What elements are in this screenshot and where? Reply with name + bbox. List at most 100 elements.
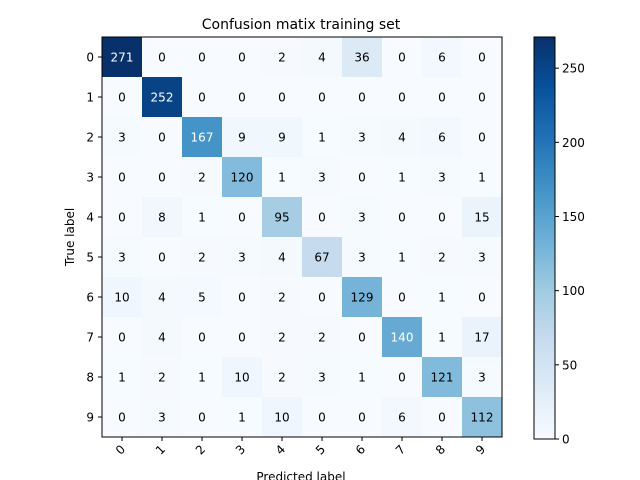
heatmap-cell-3-1: [142, 157, 183, 198]
y-tick-label-5: 5: [86, 251, 94, 265]
heatmap-cell-2-7: [382, 117, 423, 158]
heatmap-cell-2-8: [422, 117, 463, 158]
x-tick-label-5: 5: [313, 442, 328, 457]
cell-value-0-5: 4: [318, 51, 326, 65]
cell-value-9-2: 0: [198, 411, 206, 425]
cell-value-6-3: 0: [238, 291, 246, 305]
cell-value-5-5: 67: [314, 251, 329, 265]
cell-value-9-9: 112: [471, 411, 494, 425]
cell-value-4-8: 0: [438, 211, 446, 225]
heatmap-cell-2-5: [302, 117, 343, 158]
heatmap-cell-8-4: [262, 357, 303, 398]
heatmap-cell-6-7: [382, 277, 423, 318]
heatmap-cell-7-9: [462, 317, 503, 358]
cell-value-1-5: 0: [318, 91, 326, 105]
heatmap-cell-7-3: [222, 317, 263, 358]
cell-value-5-6: 3: [358, 251, 366, 265]
x-tick-label-9: 9: [473, 442, 488, 457]
colorbar-tick-label-1: 50: [562, 358, 577, 372]
cell-value-8-1: 2: [158, 371, 166, 385]
cell-value-8-7: 0: [398, 371, 406, 385]
heatmap-cell-5-7: [382, 237, 423, 278]
y-axis-label: True label: [63, 208, 77, 267]
heatmap-cell-8-7: [382, 357, 423, 398]
heatmap-cell-1-0: [102, 77, 143, 118]
cell-value-1-3: 0: [238, 91, 246, 105]
cell-value-1-4: 0: [278, 91, 286, 105]
heatmap-cell-2-4: [262, 117, 303, 158]
cell-value-9-3: 1: [238, 411, 246, 425]
cell-value-0-1: 0: [158, 51, 166, 65]
cell-value-3-4: 1: [278, 171, 286, 185]
cell-value-7-5: 2: [318, 331, 326, 345]
cell-value-4-3: 0: [238, 211, 246, 225]
cell-value-0-3: 0: [238, 51, 246, 65]
cell-value-6-8: 1: [438, 291, 446, 305]
heatmap-cell-3-0: [102, 157, 143, 198]
cell-value-5-8: 2: [438, 251, 446, 265]
cell-value-4-4: 95: [274, 211, 289, 225]
heatmap-cell-2-6: [342, 117, 383, 158]
colorbar-ticks: 0 50 100 150 200 250: [555, 62, 585, 447]
cell-value-2-1: 0: [158, 131, 166, 145]
heatmap-cell-9-6: [342, 397, 383, 438]
cell-value-2-4: 9: [278, 131, 286, 145]
x-tick-label-3: 3: [233, 442, 248, 457]
heatmap-cell-1-6: [342, 77, 383, 118]
heatmap-cell-0-8: [422, 37, 463, 78]
colorbar-tick-label-3: 150: [562, 210, 585, 224]
y-tick-label-3: 3: [86, 171, 94, 185]
heatmap-cell-6-8: [422, 277, 463, 318]
heatmap-cell-9-8: [422, 397, 463, 438]
heatmap-cell-8-3: [222, 357, 263, 398]
heatmap-cell-0-0: [102, 37, 143, 78]
cell-value-4-1: 8: [158, 211, 166, 225]
heatmap-cell-8-9: [462, 357, 503, 398]
heatmap-cell-9-2: [182, 397, 223, 438]
heatmap-cell-4-6: [342, 197, 383, 238]
cell-value-4-5: 0: [318, 211, 326, 225]
x-tick-label-2: 2: [193, 442, 208, 457]
heatmap-cell-7-4: [262, 317, 303, 358]
cell-value-9-6: 0: [358, 411, 366, 425]
cell-value-8-2: 1: [198, 371, 206, 385]
cell-value-8-6: 1: [358, 371, 366, 385]
cell-value-6-4: 2: [278, 291, 286, 305]
cell-value-1-7: 0: [398, 91, 406, 105]
cell-value-3-5: 3: [318, 171, 326, 185]
heatmap-cell-9-0: [102, 397, 143, 438]
heatmap-cell-8-8: [422, 357, 463, 398]
heatmap-cell-1-4: [262, 77, 303, 118]
cell-value-8-3: 10: [234, 371, 249, 385]
cell-value-9-5: 0: [318, 411, 326, 425]
heatmap-cell-9-3: [222, 397, 263, 438]
heatmap-cell-7-6: [342, 317, 383, 358]
colorbar-tick-label-2: 100: [562, 284, 585, 298]
cell-value-7-0: 0: [118, 331, 126, 345]
y-tick-label-8: 8: [86, 371, 94, 385]
y-tick-label-6: 6: [86, 291, 94, 305]
heatmap-cell-9-1: [142, 397, 183, 438]
cell-value-8-8: 121: [431, 371, 454, 385]
y-tick-label-0: 0: [86, 51, 94, 65]
cell-value-2-9: 0: [478, 131, 486, 145]
y-tick-label-1: 1: [86, 91, 94, 105]
heatmap-cell-4-1: [142, 197, 183, 238]
heatmap-cell-5-1: [142, 237, 183, 278]
heatmap-cell-7-5: [302, 317, 343, 358]
cell-value-7-1: 4: [158, 331, 166, 345]
x-tick-label-4: 4: [273, 442, 288, 457]
heatmap-cell-4-7: [382, 197, 423, 238]
cell-value-2-0: 3: [118, 131, 126, 145]
heatmap-cell-4-2: [182, 197, 223, 238]
cell-value-3-2: 2: [198, 171, 206, 185]
cell-value-0-6: 36: [354, 51, 369, 65]
heatmap-cell-8-1: [142, 357, 183, 398]
heatmap-cell-0-9: [462, 37, 503, 78]
heatmap-cell-4-8: [422, 197, 463, 238]
cell-value-2-3: 9: [238, 131, 246, 145]
cell-value-5-0: 3: [118, 251, 126, 265]
cell-value-2-5: 1: [318, 131, 326, 145]
plot-frame: [101, 36, 503, 438]
x-tick-label-0: 0: [113, 442, 128, 457]
